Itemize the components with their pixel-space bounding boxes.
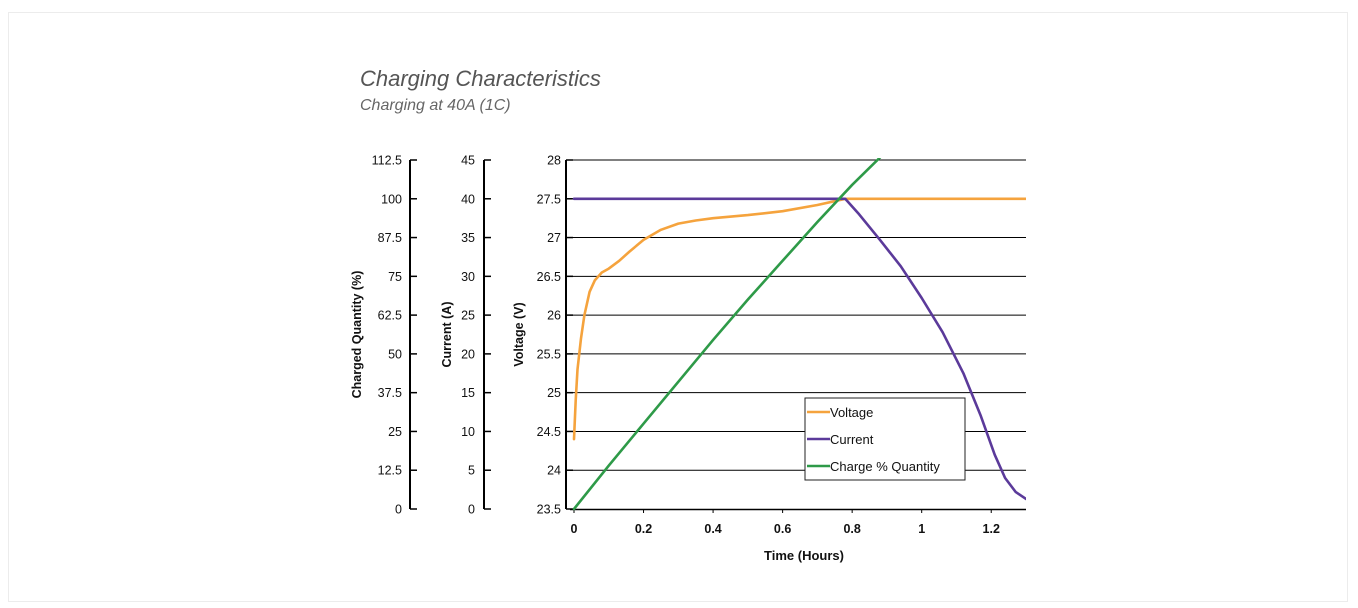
legend-label: Charge % Quantity — [830, 459, 940, 474]
y-tick-label: 25 — [461, 309, 475, 323]
legend-label: Current — [830, 432, 874, 447]
y-tick-label: 20 — [461, 347, 475, 361]
series-line-voltage — [572, 197, 1026, 441]
x-tick-label: 0.6 — [774, 522, 791, 536]
x-tick-label: 0.4 — [704, 522, 721, 536]
y-tick-label: 87.5 — [378, 231, 402, 245]
y-tick-label: 27.5 — [537, 192, 561, 206]
series-line-charge-quantity — [572, 158, 882, 511]
y-tick-label: 75 — [388, 270, 402, 284]
series-line-current — [572, 197, 1026, 501]
y-tick-label: 25.5 — [537, 347, 561, 361]
legend-box — [804, 397, 966, 481]
y-axis-title: Charged Quantity (%) — [350, 271, 364, 399]
y-tick-label: 10 — [461, 425, 475, 439]
chart-subtitle: Charging at 40A (1C) — [360, 97, 511, 114]
y-tick-label: 35 — [461, 231, 475, 245]
y-tick-label: 0 — [395, 503, 402, 517]
chart-title: Charging Characteristics — [360, 66, 601, 91]
y-tick-label: 12.5 — [378, 464, 402, 478]
y-tick-label: 23.5 — [537, 503, 561, 517]
y-tick-label: 28 — [547, 154, 561, 168]
y-tick-label: 26.5 — [537, 270, 561, 284]
y-tick-label: 5 — [468, 464, 475, 478]
y-tick-label: 25 — [547, 386, 561, 400]
x-tick-label: 0 — [571, 522, 578, 536]
y-tick-label: 30 — [461, 270, 475, 284]
page-frame — [8, 12, 1348, 602]
y-tick-label: 24 — [547, 464, 561, 478]
y-axis-title: Current (A) — [440, 302, 454, 368]
y-tick-label: 27 — [547, 231, 561, 245]
y-tick-label: 100 — [381, 192, 402, 206]
y-tick-label: 50 — [388, 347, 402, 361]
y-tick-label: 112.5 — [372, 154, 402, 168]
x-axis-title: Time (Hours) — [764, 548, 844, 563]
y-tick-label: 25 — [388, 425, 402, 439]
x-tick-label: 1.2 — [983, 522, 1000, 536]
y-tick-label: 26 — [547, 309, 561, 323]
y-axis-title: Voltage (V) — [512, 302, 526, 366]
y-tick-label: 0 — [468, 503, 475, 517]
y-tick-label: 45 — [461, 154, 475, 168]
x-tick-label: 0.2 — [635, 522, 652, 536]
y-tick-label: 40 — [461, 192, 475, 206]
y-tick-label: 15 — [461, 386, 475, 400]
x-tick-label: 1 — [918, 522, 925, 536]
y-tick-label: 62.5 — [378, 309, 402, 323]
legend-label: Voltage — [830, 405, 873, 420]
y-tick-label: 37.5 — [378, 386, 402, 400]
y-tick-label: 24.5 — [537, 425, 561, 439]
x-tick-label: 0.8 — [843, 522, 860, 536]
